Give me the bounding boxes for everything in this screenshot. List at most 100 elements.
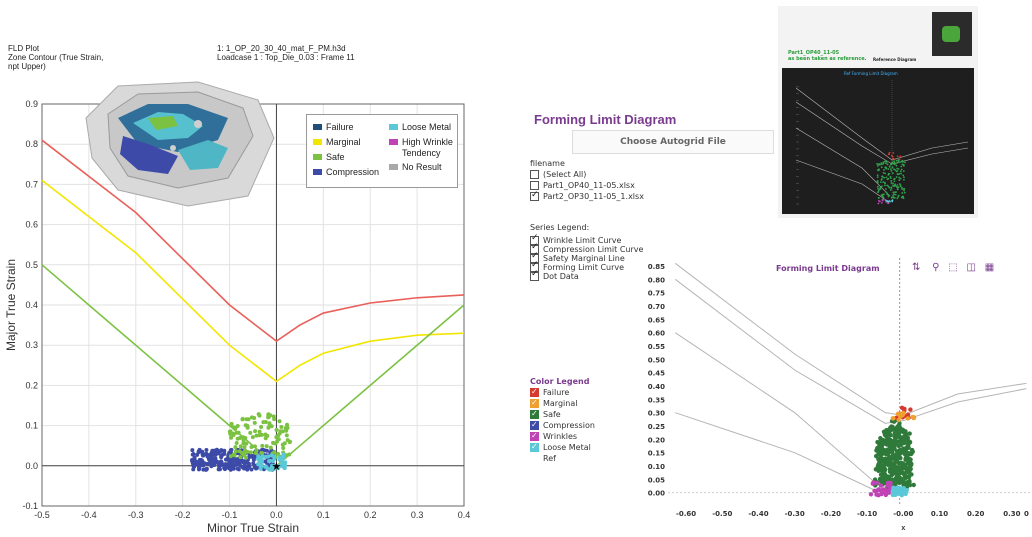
color-toggle-safe[interactable]: Safe [530, 408, 595, 420]
scatter-point-safe [285, 425, 290, 430]
color-toggle-failure[interactable]: Failure [530, 386, 595, 398]
x-tick-label: 0.20 [967, 510, 984, 518]
compare-icon[interactable]: ◫ [966, 262, 976, 273]
select-icon[interactable]: ⬚ [948, 262, 958, 273]
scatter-point-safe [890, 477, 895, 483]
y-tick-label: 0.10 [648, 463, 665, 471]
y-axis-title: Major True Strain [4, 259, 18, 351]
table-icon[interactable]: ▦ [984, 262, 995, 273]
checkbox-checked-icon[interactable] [530, 397, 539, 408]
scatter-point-compression [196, 464, 201, 469]
y-tick-label: 0.70 [648, 303, 665, 311]
checkbox-checked-icon[interactable] [530, 270, 539, 281]
fld-legend: Failure Loose Metal Marginal High Wrinkl… [306, 114, 458, 188]
ref-scatter-point [879, 187, 882, 190]
choose-autogrid-file-button[interactable]: Choose Autogrid File [572, 130, 774, 154]
checkbox-checked-icon[interactable] [530, 386, 539, 397]
series-label: Forming Limit Curve [543, 263, 625, 272]
scatter-point-compression [190, 448, 195, 453]
checkbox-checked-icon[interactable] [530, 441, 539, 452]
color-toggle-loose-metal[interactable]: Loose Metal [530, 441, 595, 453]
checkbox-checked-icon[interactable] [530, 190, 539, 201]
scatter-point-safe [233, 445, 238, 450]
legend-item-high-wrinkle: High Wrinkle Tendency [389, 137, 453, 159]
color-toggle-ref[interactable]: Ref [530, 453, 595, 464]
checkbox-checked-icon[interactable] [530, 430, 539, 441]
x-tick-label: -0.30 [785, 510, 805, 518]
scatter-point-compression [191, 452, 196, 457]
scatter-point-compression [237, 461, 242, 466]
legend-item-failure: Failure [313, 122, 354, 132]
ref-scatter-point [899, 155, 902, 158]
ref-scatter-point [890, 196, 893, 199]
legend-item-safe: Safe [313, 152, 345, 162]
x-tick-label: 0.10 [931, 510, 948, 518]
checkbox-icon[interactable] [530, 170, 539, 179]
limit-curve [674, 278, 1027, 424]
scatter-point-compression [210, 448, 215, 453]
checkbox-checked-icon[interactable] [530, 408, 539, 419]
scatter-point-safe [881, 464, 887, 470]
ref-scatter-point [876, 169, 879, 171]
scatter-point-safe [235, 423, 240, 428]
ref-scatter-point [878, 163, 881, 166]
ref-scatter-point [877, 191, 879, 194]
color-toggle-compression[interactable]: Compression [530, 419, 595, 431]
ref-scatter-point [887, 153, 890, 156]
scatter-point-marginal [895, 411, 901, 417]
scatter-point-safe [903, 457, 908, 462]
scatter-point-compression [246, 461, 251, 466]
reference-part-image [932, 12, 972, 56]
limit-curve [675, 412, 875, 491]
scatter-point-safe [242, 451, 247, 456]
file-option-select-all[interactable]: (Select All) [530, 169, 644, 180]
color-toggle-wrinkles[interactable]: Wrinkles [530, 430, 595, 442]
ref-chart-plot [795, 80, 969, 205]
scatter-point-safe [875, 466, 880, 471]
zoom-icon[interactable]: ⚲ [932, 262, 940, 273]
scatter-point-loose-metal [901, 485, 906, 491]
scatter-point-compression [251, 461, 256, 466]
scatter-point-safe [241, 441, 246, 446]
y-tick-label: 0.7 [25, 179, 38, 189]
legend-item-marginal: Marginal [313, 137, 361, 147]
scatter-point-compression [263, 459, 268, 464]
file-option-label: Part2_OP30_11-05_1.xlsx [543, 192, 644, 201]
file-option-part2[interactable]: Part2_OP30_11-05_1.xlsx [530, 190, 644, 202]
ref-scatter-point [881, 195, 884, 198]
ref-scatter-point [896, 167, 899, 170]
origin-star-icon: ★ [272, 461, 282, 473]
scatter-point-safe [279, 425, 284, 430]
scatter-point-safe [887, 445, 893, 450]
color-toggle-marginal[interactable]: Marginal [530, 397, 595, 409]
scatter-point-safe [249, 415, 254, 420]
scatter-point-safe [280, 429, 285, 434]
ref-scatter-point [889, 200, 891, 203]
y-tick-label: 0.9 [25, 99, 38, 109]
scatter-point-failure [902, 406, 907, 412]
ref-scatter-point [887, 185, 890, 188]
x-tick-label: -0.5 [34, 510, 50, 520]
y-tick-label: 0.45 [648, 370, 665, 378]
y-tick-label: 0.65 [648, 316, 665, 324]
scatter-point-loose-metal [272, 456, 277, 461]
scatter-point-compression [235, 466, 240, 471]
filter-icon[interactable]: ⇅ [912, 262, 921, 273]
scatter-point-safe [235, 436, 240, 441]
ref-scatter-point [884, 182, 886, 185]
ref-scatter-point [900, 165, 903, 168]
scatter-point-safe [881, 449, 886, 455]
scatter-point-loose-metal [256, 462, 261, 467]
series-toggle-dot-data[interactable]: Dot Data [530, 270, 643, 281]
ref-scatter-point [880, 162, 883, 165]
ref-scatter-point [885, 176, 888, 179]
scatter-point-compression [216, 449, 221, 454]
checkbox-checked-icon[interactable] [530, 419, 539, 430]
scatter-point-safe [908, 451, 913, 457]
x-tick-label: -0.1 [222, 510, 238, 520]
scatter-point-compression [200, 449, 205, 454]
ref-scatter-point [886, 163, 889, 166]
scatter-point-safe [893, 430, 899, 435]
legend-item-no-result: No Result [389, 162, 442, 172]
x-tick-label: 0 [1024, 510, 1029, 518]
